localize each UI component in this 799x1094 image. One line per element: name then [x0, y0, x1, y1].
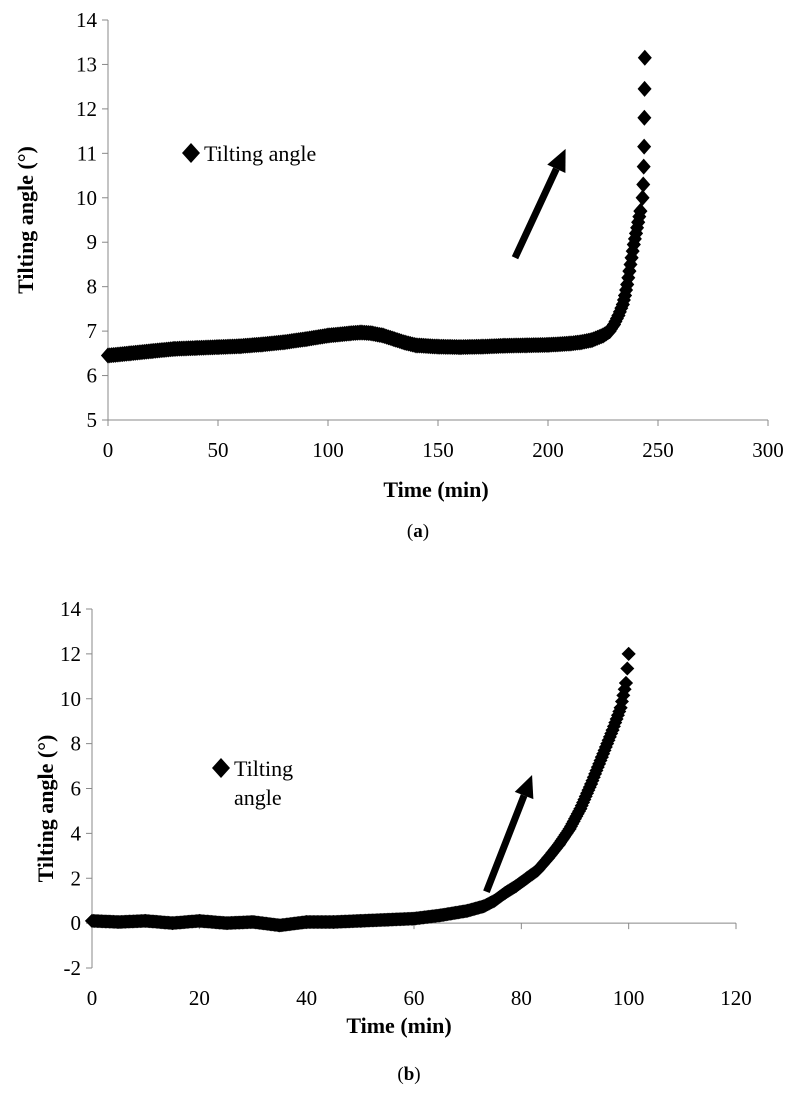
x-axis-title: Time (min) — [346, 1013, 451, 1038]
y-tick-label: 4 — [71, 821, 82, 845]
legend-label: Tilting angle — [204, 141, 316, 166]
data-point — [635, 189, 650, 206]
trend-arrow — [483, 775, 534, 893]
trend-arrow — [511, 148, 566, 260]
y-tick-label: 9 — [87, 230, 98, 254]
y-axis-title: Tilting angle (°) — [13, 146, 38, 294]
y-tick-label: 12 — [76, 97, 97, 121]
arrow-head — [514, 775, 534, 800]
y-tick-label: 14 — [60, 597, 82, 621]
y-tick-label: 5 — [87, 408, 98, 432]
x-tick-label: 80 — [511, 986, 532, 1010]
figure-caption: (a) — [407, 521, 429, 542]
y-tick-label: 0 — [71, 911, 82, 935]
data-point — [636, 158, 651, 175]
figure-caption: (b) — [397, 1064, 420, 1085]
chart-a: 5 6 7 8 9 10 11 12 13 14 0 50 100 150 200 250 300 Time (m… — [13, 8, 784, 542]
y-tick-label: 14 — [76, 8, 98, 32]
data-point — [637, 138, 652, 155]
legend-label: Tilting angle — [234, 756, 293, 810]
y-tick-label: 12 — [60, 642, 81, 666]
data-point — [637, 109, 652, 126]
y-tick-label: 8 — [71, 732, 82, 756]
x-tick-label: 300 — [752, 438, 784, 462]
data-point-fill — [633, 203, 648, 220]
x-tick-label: 20 — [189, 986, 210, 1010]
y-tick-label: 10 — [76, 186, 97, 210]
data-point-fill — [618, 676, 633, 691]
y-tick-label: 8 — [87, 275, 98, 299]
series-b-0 — [85, 646, 636, 933]
legend-marker — [212, 758, 230, 778]
x-tick-label: 50 — [208, 438, 229, 462]
x-tick-label: 150 — [422, 438, 454, 462]
x-tick-label: 0 — [87, 986, 98, 1010]
y-tick-label: 7 — [87, 319, 98, 343]
x-tick-label: 250 — [642, 438, 674, 462]
arrow-head — [547, 148, 566, 174]
x-tick-label: 40 — [296, 986, 317, 1010]
y-axis-title: Tilting angle (°) — [33, 735, 58, 883]
data-point-fill — [621, 646, 636, 661]
x-tick-label: 0 — [103, 438, 114, 462]
x-tick-label: 120 — [720, 986, 752, 1010]
y-tick-label: 2 — [71, 866, 82, 890]
data-point — [637, 80, 652, 97]
legend: Tilting angle — [212, 756, 293, 810]
y-tick-label: 11 — [77, 141, 97, 165]
x-axis-title: Time (min) — [383, 477, 488, 502]
series-a-0 — [101, 49, 652, 364]
arrow-shaft — [511, 167, 560, 260]
data-point — [637, 49, 652, 66]
legend: Tilting angle — [182, 141, 316, 166]
x-tick-label: 200 — [532, 438, 564, 462]
x-tick-label: 100 — [312, 438, 344, 462]
x-tick-label: 100 — [613, 986, 645, 1010]
y-tick-label: 6 — [71, 777, 82, 801]
y-tick-label: 10 — [60, 687, 81, 711]
arrow-shaft — [483, 794, 528, 893]
y-tick-label: 6 — [87, 364, 98, 388]
data-point — [636, 176, 651, 193]
y-tick-label: 13 — [76, 52, 97, 76]
data-point-fill — [620, 661, 635, 676]
y-tick-label: -2 — [64, 956, 82, 980]
x-tick-label: 60 — [404, 986, 425, 1010]
legend-marker — [182, 143, 200, 163]
